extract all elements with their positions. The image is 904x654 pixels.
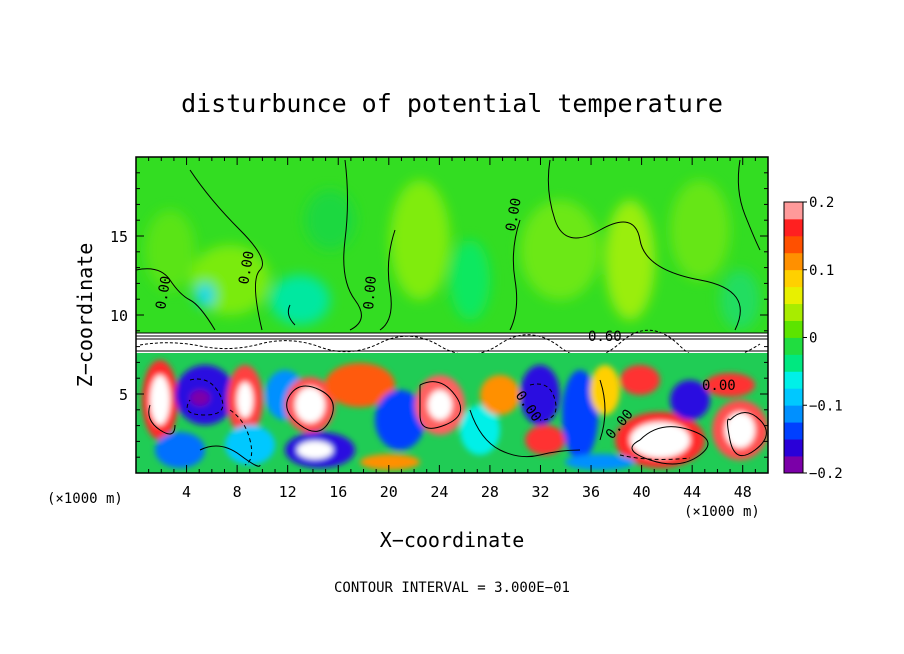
colorbar-swatch xyxy=(784,202,803,220)
colorbar-tick-label: 0.2 xyxy=(809,195,834,211)
x-tick-label: 20 xyxy=(380,483,398,501)
colorbar-swatch xyxy=(784,286,803,305)
x-tick-label: 8 xyxy=(233,483,242,501)
x-unit-left: (×1000 m) xyxy=(47,491,123,507)
contour-label: 0.00 xyxy=(236,250,258,286)
colorbar-swatch xyxy=(784,235,803,254)
colorbar-swatch xyxy=(784,388,803,406)
colorbar-swatch xyxy=(784,269,803,288)
colorbar-swatch xyxy=(784,371,803,389)
colorbar: 0.2 0.1 0 −0.1 −0.2 xyxy=(783,195,843,482)
x-tick-label: 32 xyxy=(531,483,549,501)
x-tick-label: 28 xyxy=(481,483,499,501)
colorbar-swatch xyxy=(784,218,803,237)
x-tick-label: 40 xyxy=(633,483,651,501)
colorbar-tick-label: 0 xyxy=(809,331,817,347)
y-axis: 5 10 15 xyxy=(110,172,768,458)
contour-lines xyxy=(136,159,767,467)
y-tick-label: 15 xyxy=(110,228,128,246)
contour-label: 0.00 xyxy=(361,275,380,310)
upper-layer-variations xyxy=(145,180,760,330)
colorbar-swatch xyxy=(784,252,803,271)
y-tick-label: 10 xyxy=(110,307,128,325)
colorbar-swatch xyxy=(784,456,803,474)
contour-interval: CONTOUR INTERVAL = 3.000E−01 xyxy=(334,580,570,596)
colorbar-swatch xyxy=(784,354,803,372)
contour-lines-dashed xyxy=(186,378,691,466)
colorbar-swatch xyxy=(784,337,803,355)
x-tick-label: 4 xyxy=(182,483,191,501)
contour-annotations: 0.00 0.00 0.00 0.00 0.60 0.00 0.00 0.00 xyxy=(153,197,736,443)
x-axis: 4 8 12 16 20 24 28 32 36 40 44 48 xyxy=(148,157,756,501)
inversion-contours xyxy=(136,329,768,361)
contour-label: 0.00 xyxy=(153,275,175,311)
contour-label: 0.60 xyxy=(588,329,622,345)
x-axis-label: X−coordinate xyxy=(380,528,525,552)
contour-label: 0.00 xyxy=(503,197,525,233)
x-tick-label: 24 xyxy=(430,483,448,501)
colorbar-swatch xyxy=(784,422,803,440)
x-tick-label: 44 xyxy=(683,483,701,501)
x-tick-label: 12 xyxy=(279,483,297,501)
colorbar-swatch xyxy=(784,320,803,338)
y-tick-label: 5 xyxy=(119,386,128,404)
colorbar-tick-label: −0.1 xyxy=(809,398,843,414)
colorbar-swatch xyxy=(784,303,803,321)
x-unit-right: (×1000 m) xyxy=(684,504,760,520)
y-axis-label: Z−coordinate xyxy=(73,243,97,388)
heatmap-field xyxy=(136,157,768,473)
colorbar-swatch xyxy=(784,439,803,457)
inversion-band xyxy=(136,333,768,353)
x-tick-label: 48 xyxy=(734,483,752,501)
chart-title: disturbunce of potential temperature xyxy=(181,89,723,118)
x-tick-label: 36 xyxy=(582,483,600,501)
colorbar-swatch xyxy=(784,405,803,423)
x-tick-label: 16 xyxy=(329,483,347,501)
contour-label: 0.00 xyxy=(702,378,736,394)
colorbar-tick-label: −0.2 xyxy=(809,466,843,482)
colorbar-tick-label: 0.1 xyxy=(809,263,834,279)
